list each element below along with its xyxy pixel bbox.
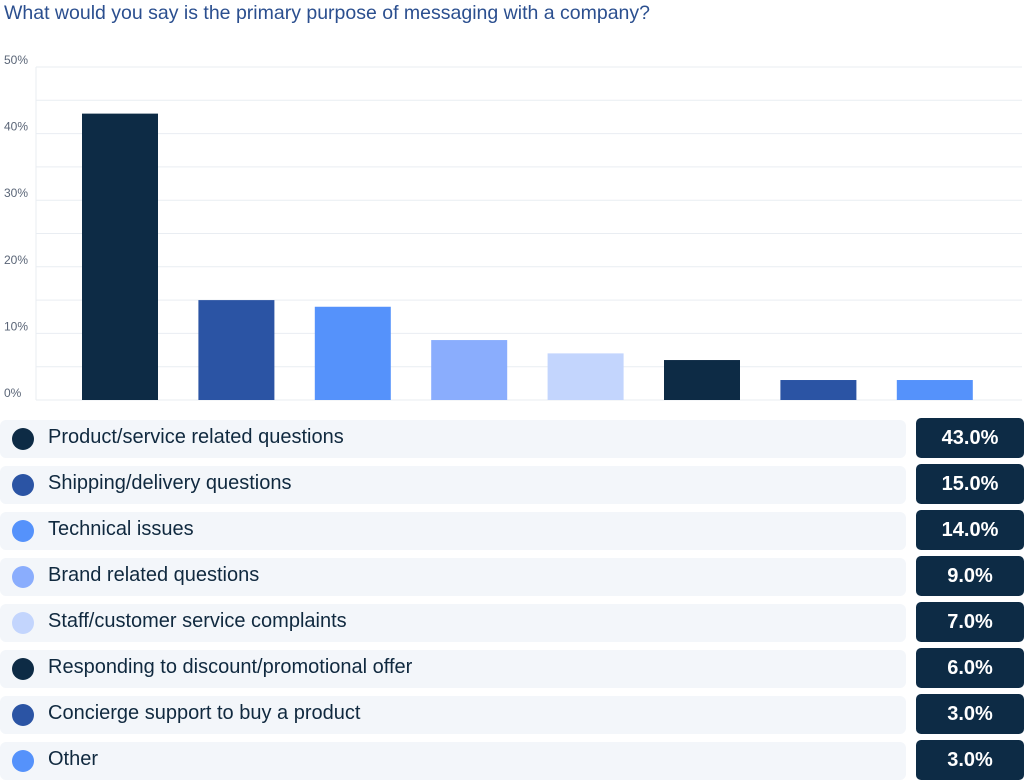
legend-color-dot [12, 750, 34, 772]
bar-5 [547, 353, 624, 400]
legend-label: Concierge support to buy a product [48, 702, 361, 724]
y-tick-label: 40% [4, 120, 28, 134]
legend-row-staff-complaints: Staff/customer service complaints 7.0% [0, 602, 1024, 642]
legend-label: Other [48, 748, 99, 770]
legend-label: Technical issues [48, 518, 194, 540]
y-tick-label: 20% [4, 253, 28, 267]
legend-row-background [0, 420, 906, 458]
legend-label: Product/service related questions [48, 426, 344, 448]
legend-color-dot [12, 520, 34, 542]
legend-value-badge: 3.0% [916, 694, 1024, 734]
legend-color-dot [12, 474, 34, 496]
legend-value-badge: 6.0% [916, 648, 1024, 688]
bar-6 [664, 360, 740, 400]
bar-3 [314, 306, 391, 400]
bar-chart: 0% 10% 20% 30% 40% 50% [4, 53, 1022, 401]
legend-value-badge: 14.0% [916, 510, 1024, 550]
legend-row-discount-offer: Responding to discount/promotional offer… [0, 648, 1024, 688]
legend-label: Shipping/delivery questions [48, 472, 292, 494]
legend-value-badge: 9.0% [916, 556, 1024, 596]
legend-row-other: Other 3.0% [0, 740, 1024, 780]
y-tick-label: 10% [4, 319, 28, 333]
legend-color-dot [12, 566, 34, 588]
legend-value-badge: 43.0% [916, 418, 1024, 458]
bar-8 [896, 380, 973, 400]
legend-color-dot [12, 612, 34, 634]
legend-color-dot [12, 428, 34, 450]
legend-row-brand-related: Brand related questions 9.0% [0, 556, 1024, 596]
chart-title: What would you say is the primary purpos… [4, 2, 650, 24]
legend-row-background [0, 742, 906, 780]
legend-value-badge: 15.0% [916, 464, 1024, 504]
legend-label: Staff/customer service complaints [48, 610, 347, 632]
y-tick-label: 50% [4, 53, 28, 67]
legend-row-technical-issues: Technical issues 14.0% [0, 510, 1024, 550]
y-tick-label: 30% [4, 186, 28, 200]
legend-row-concierge-support: Concierge support to buy a product 3.0% [0, 694, 1024, 734]
bar-2 [198, 300, 275, 400]
bar-1 [82, 113, 158, 401]
legend-row-shipping-delivery: Shipping/delivery questions 15.0% [0, 464, 1024, 504]
legend-row-product-service: Product/service related questions 43.0% [0, 418, 1024, 458]
legend-row-background [0, 558, 906, 596]
legend-value-badge: 7.0% [916, 602, 1024, 642]
legend-label: Brand related questions [48, 564, 260, 586]
legend-value-badge: 3.0% [916, 740, 1024, 780]
legend-color-dot [12, 704, 34, 726]
legend-row-background [0, 650, 906, 688]
legend-color-dot [12, 658, 34, 680]
legend-row-background [0, 604, 906, 642]
legend-row-background [0, 466, 906, 504]
bar-4 [431, 340, 508, 400]
legend-label: Responding to discount/promotional offer [48, 656, 413, 678]
legend-row-background [0, 512, 906, 550]
bar-7 [780, 380, 857, 400]
y-tick-label: 0% [4, 386, 22, 400]
legend-row-background [0, 696, 906, 734]
